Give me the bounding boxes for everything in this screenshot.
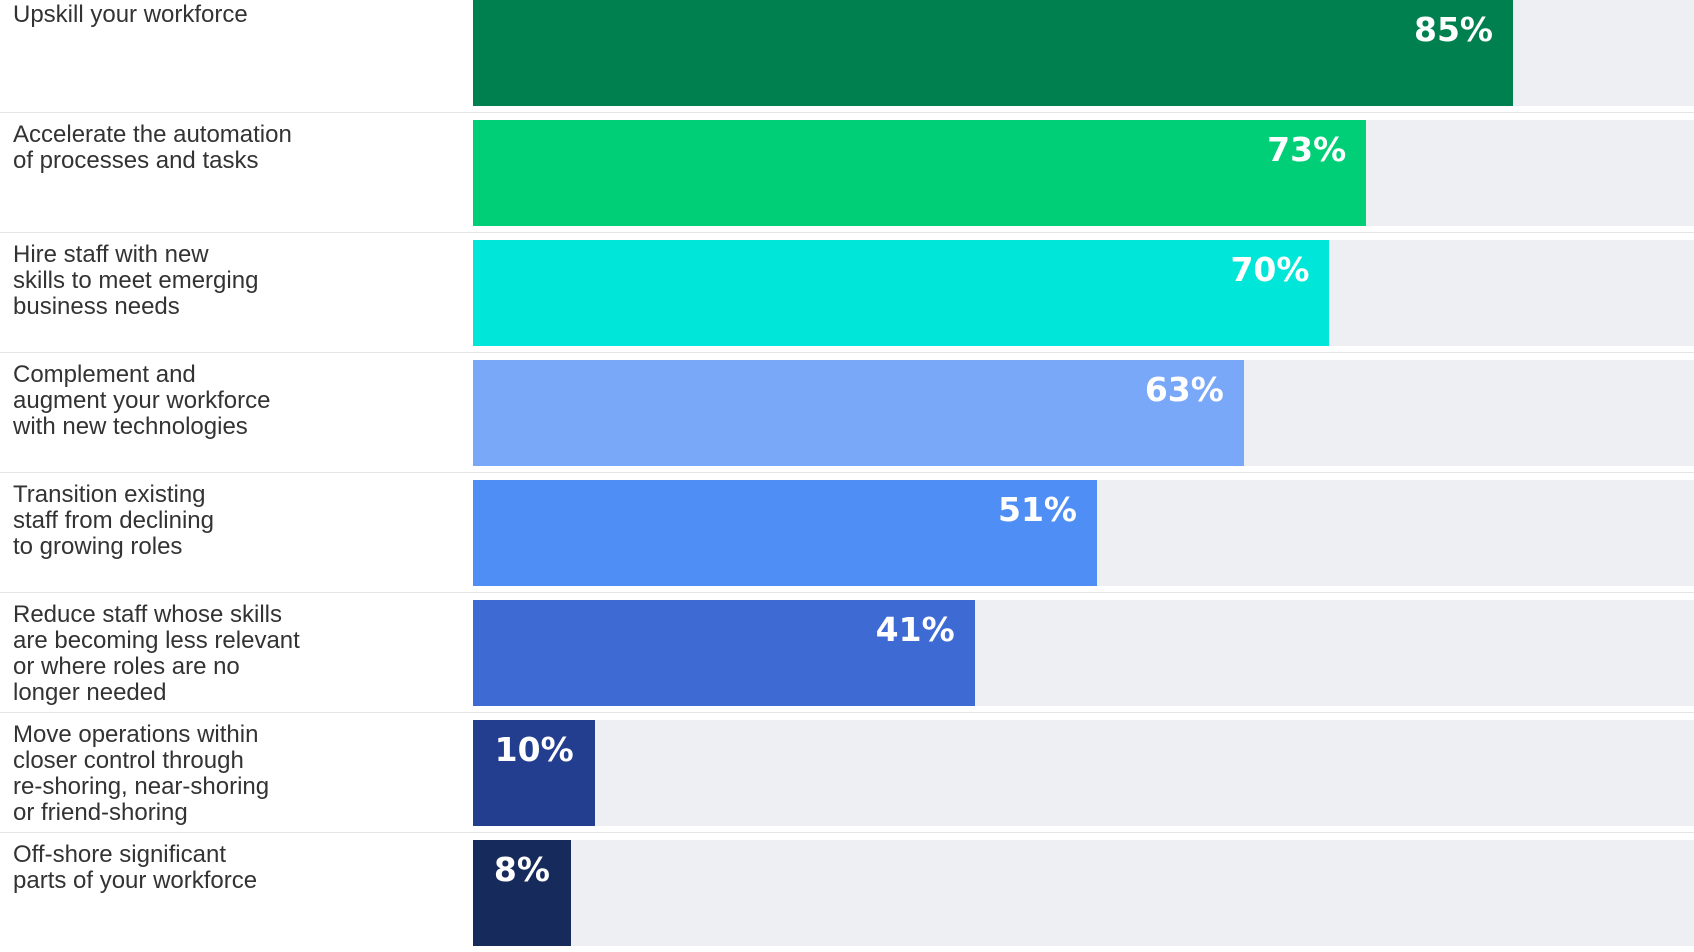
bar-row: Upskill your workforce 85% (0, 0, 1694, 112)
row-divider (0, 232, 1694, 233)
bar-row: Transition existing staff from declining… (0, 472, 1694, 592)
row-divider (0, 592, 1694, 593)
bar-track: 41% (473, 600, 1694, 706)
bar-value-label: 8% (493, 850, 550, 889)
bar-track: 73% (473, 120, 1694, 226)
bar: 8% (473, 840, 571, 946)
bar-value-label: 10% (494, 730, 574, 769)
row-divider (0, 712, 1694, 713)
bar-value-label: 41% (875, 610, 955, 649)
bar-row: Move operations within closer control th… (0, 712, 1694, 832)
bar-track: 70% (473, 240, 1694, 346)
category-label: Reduce staff whose skills are becoming l… (13, 601, 300, 706)
bar-value-label: 85% (1414, 10, 1493, 49)
category-label: Accelerate the automation of processes a… (13, 121, 292, 174)
bar-row: Hire staff with new skills to meet emerg… (0, 232, 1694, 352)
bar: 51% (473, 480, 1097, 586)
bar: 73% (473, 120, 1367, 226)
category-label: Off-shore significant parts of your work… (13, 841, 258, 894)
bar-track: 85% (473, 0, 1694, 106)
bar-value-label: 73% (1267, 130, 1347, 169)
category-label: Hire staff with new skills to meet emerg… (13, 241, 259, 320)
bar-track: 8% (473, 840, 1694, 946)
bar-value-label: 63% (1144, 370, 1224, 409)
bar-row: Off-shore significant parts of your work… (0, 832, 1694, 952)
bar-track: 51% (473, 480, 1694, 586)
bar-track: 10% (473, 720, 1694, 826)
row-divider (0, 112, 1694, 113)
bar-row: Reduce staff whose skills are becoming l… (0, 592, 1694, 712)
bar: 41% (473, 600, 975, 706)
bar: 70% (473, 240, 1330, 346)
bar-value-label: 70% (1230, 250, 1310, 289)
bar: 63% (473, 360, 1244, 466)
bar: 10% (473, 720, 596, 826)
category-label: Upskill your workforce (13, 1, 248, 28)
row-divider (0, 352, 1694, 353)
category-label: Complement and augment your workforce wi… (13, 361, 271, 440)
category-label: Transition existing staff from declining… (13, 481, 214, 560)
bar-row: Accelerate the automation of processes a… (0, 112, 1694, 232)
bar-row: Complement and augment your workforce wi… (0, 352, 1694, 472)
row-divider (0, 832, 1694, 833)
bar-value-label: 51% (998, 490, 1077, 529)
bar: 85% (473, 0, 1513, 106)
row-divider (0, 472, 1694, 473)
category-label: Move operations within closer control th… (13, 721, 270, 826)
bar-track: 63% (473, 360, 1694, 466)
